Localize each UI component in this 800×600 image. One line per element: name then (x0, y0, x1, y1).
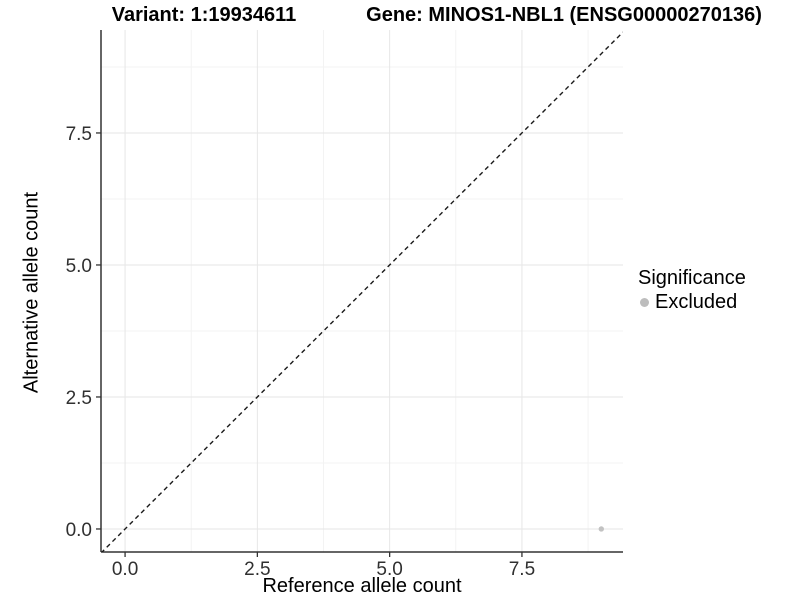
x-axis-title: Reference allele count (262, 575, 462, 597)
identity-dashed-line (101, 31, 623, 552)
x-tick-label: 0.0 (112, 559, 138, 580)
legend-item-label: Excluded (655, 291, 738, 313)
y-tick-label: 2.5 (66, 388, 92, 409)
legend-item-excluded: Excluded (638, 291, 746, 313)
x-tick-label: 2.5 (244, 559, 270, 580)
y-tick-label: 7.5 (66, 124, 92, 145)
legend-title: Significance (638, 267, 746, 289)
x-tick-label: 7.5 (509, 559, 535, 580)
y-tick-label: 5.0 (66, 256, 92, 277)
plot-title-gene: Gene: MINOS1-NBL1 (ENSG00000270136) (366, 4, 762, 26)
data-point (598, 526, 605, 532)
legend: Significance Excluded (638, 266, 746, 313)
excluded-point-icon (640, 297, 649, 307)
x-tick-label: 5.0 (376, 559, 402, 580)
plot-title-variant: Variant: 1:19934611 (111, 4, 297, 26)
y-tick-label: 0.0 (66, 520, 92, 541)
